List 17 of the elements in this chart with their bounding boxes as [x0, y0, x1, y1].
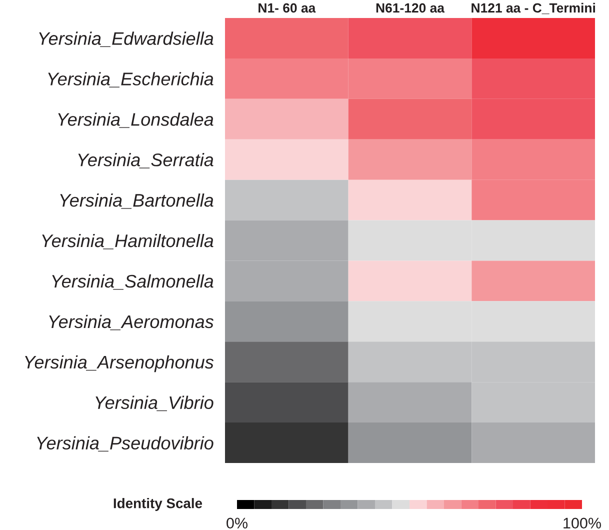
y-tick-label: Yersinia_Hamiltonella: [42, 234, 214, 250]
y-tick-label: Yersinia_Pseudovibrio: [37, 436, 214, 452]
color-bar-label: 100%: [564, 518, 601, 529]
y-tick-label: Yersinia_Edwardsiella: [39, 32, 214, 47]
y-tick-label: Yersinia_Bartonella: [60, 194, 214, 209]
y-tick-label: Yersinia_Aeromonas: [49, 314, 214, 330]
y-tick-label: Yersinia_Serratia: [78, 153, 214, 168]
y-tick-label: Yersinia_Lonsdalea: [58, 112, 214, 128]
x-tick-label: N1- 60 aa: [258, 3, 316, 13]
x-tick-label: N121 aa - C_Termini: [472, 2, 595, 14]
y-tick-label: Yersinia_Arsenophonus: [25, 355, 214, 372]
color-bar-title: Identity Scale: [114, 498, 202, 511]
y-tick-label: Yersinia_Vibrio: [96, 396, 214, 412]
y-tick-label: Yersinia_Escherichia: [48, 72, 214, 88]
color-bar-label: 0%: [226, 518, 248, 529]
x-tick-label: N61-120 aa: [376, 3, 445, 13]
y-tick-label: Yersinia_Salmonella: [52, 274, 214, 290]
